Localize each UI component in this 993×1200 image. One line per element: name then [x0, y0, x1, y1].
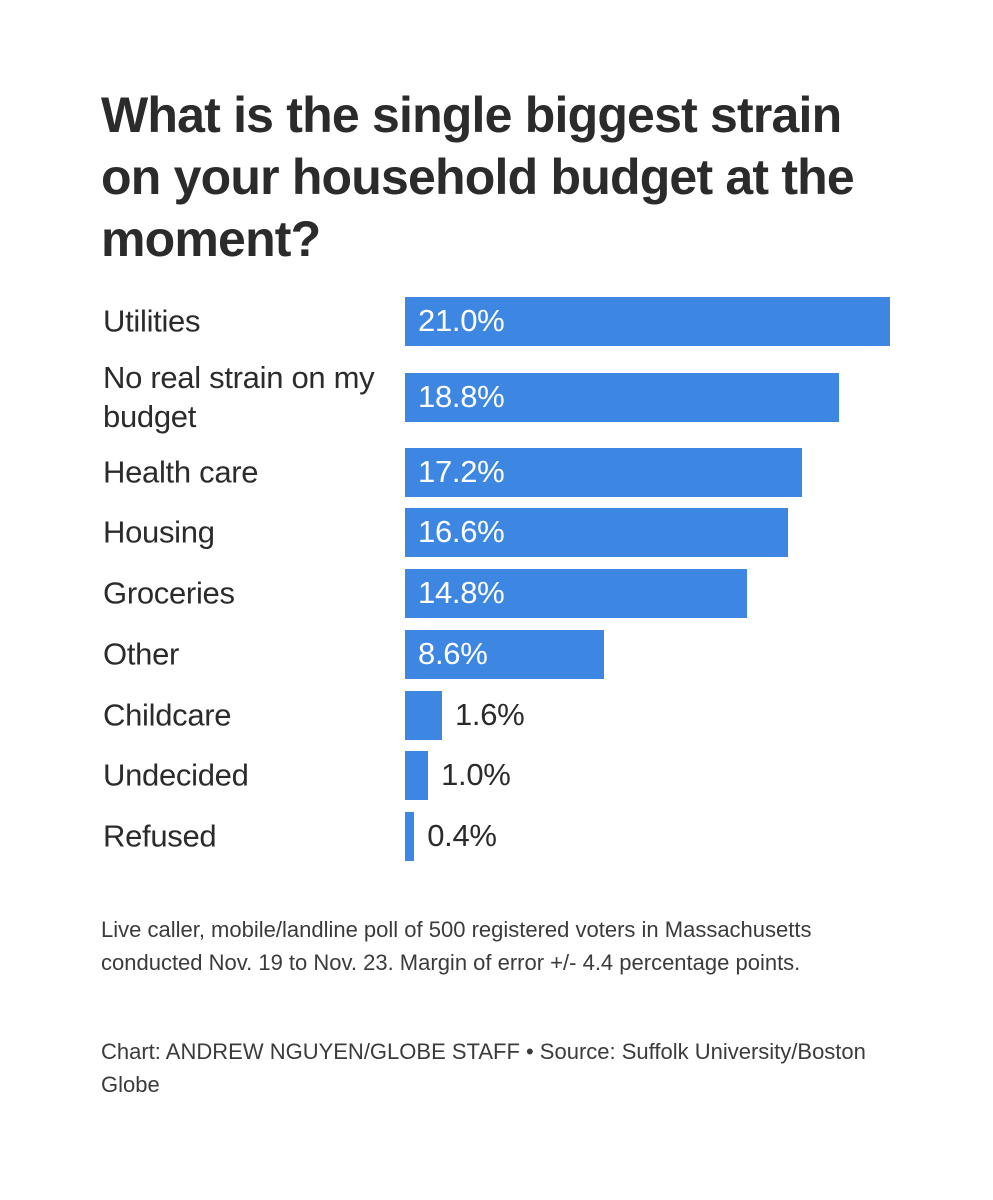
- bar: [405, 629, 604, 679]
- value-label: 14.8%: [418, 575, 505, 610]
- bar: [405, 372, 840, 422]
- bar: [405, 296, 890, 346]
- category-label: Other: [103, 636, 180, 672]
- category-label: Groceries: [103, 575, 235, 611]
- category-label: Housing: [103, 514, 215, 550]
- value-label: 18.8%: [418, 379, 505, 414]
- value-label: 0.4%: [427, 818, 497, 853]
- bar: [405, 811, 415, 861]
- bar-chart: Utilities 21.0% No real strain on my budge…: [103, 296, 890, 861]
- category-label: Undecided: [103, 757, 249, 793]
- category-label: Health care: [103, 454, 259, 490]
- value-label: 1.6%: [454, 697, 525, 732]
- bar: [405, 568, 747, 618]
- bar: [405, 507, 789, 557]
- bar: [405, 447, 803, 497]
- value-label: 17.2%: [418, 454, 505, 489]
- value-label: 8.6%: [418, 636, 488, 671]
- chart-title: What is the single biggest strain on you…: [101, 87, 855, 267]
- credit-line: Chart: ANDREW NGUYEN/GLOBE STAFF • Sourc…: [101, 1039, 866, 1097]
- category-label: Utilities: [103, 303, 201, 339]
- category-label: Childcare: [103, 697, 232, 733]
- footnote: Live caller, mobile/landline poll of 500…: [101, 917, 812, 975]
- bar: [405, 750, 429, 800]
- category-label: No real strain on my budget: [103, 360, 375, 434]
- value-label: 21.0%: [418, 303, 505, 338]
- bar: [405, 690, 442, 740]
- value-label: 1.0%: [441, 757, 511, 792]
- category-label: Refused: [103, 818, 217, 854]
- value-label: 16.6%: [418, 514, 505, 549]
